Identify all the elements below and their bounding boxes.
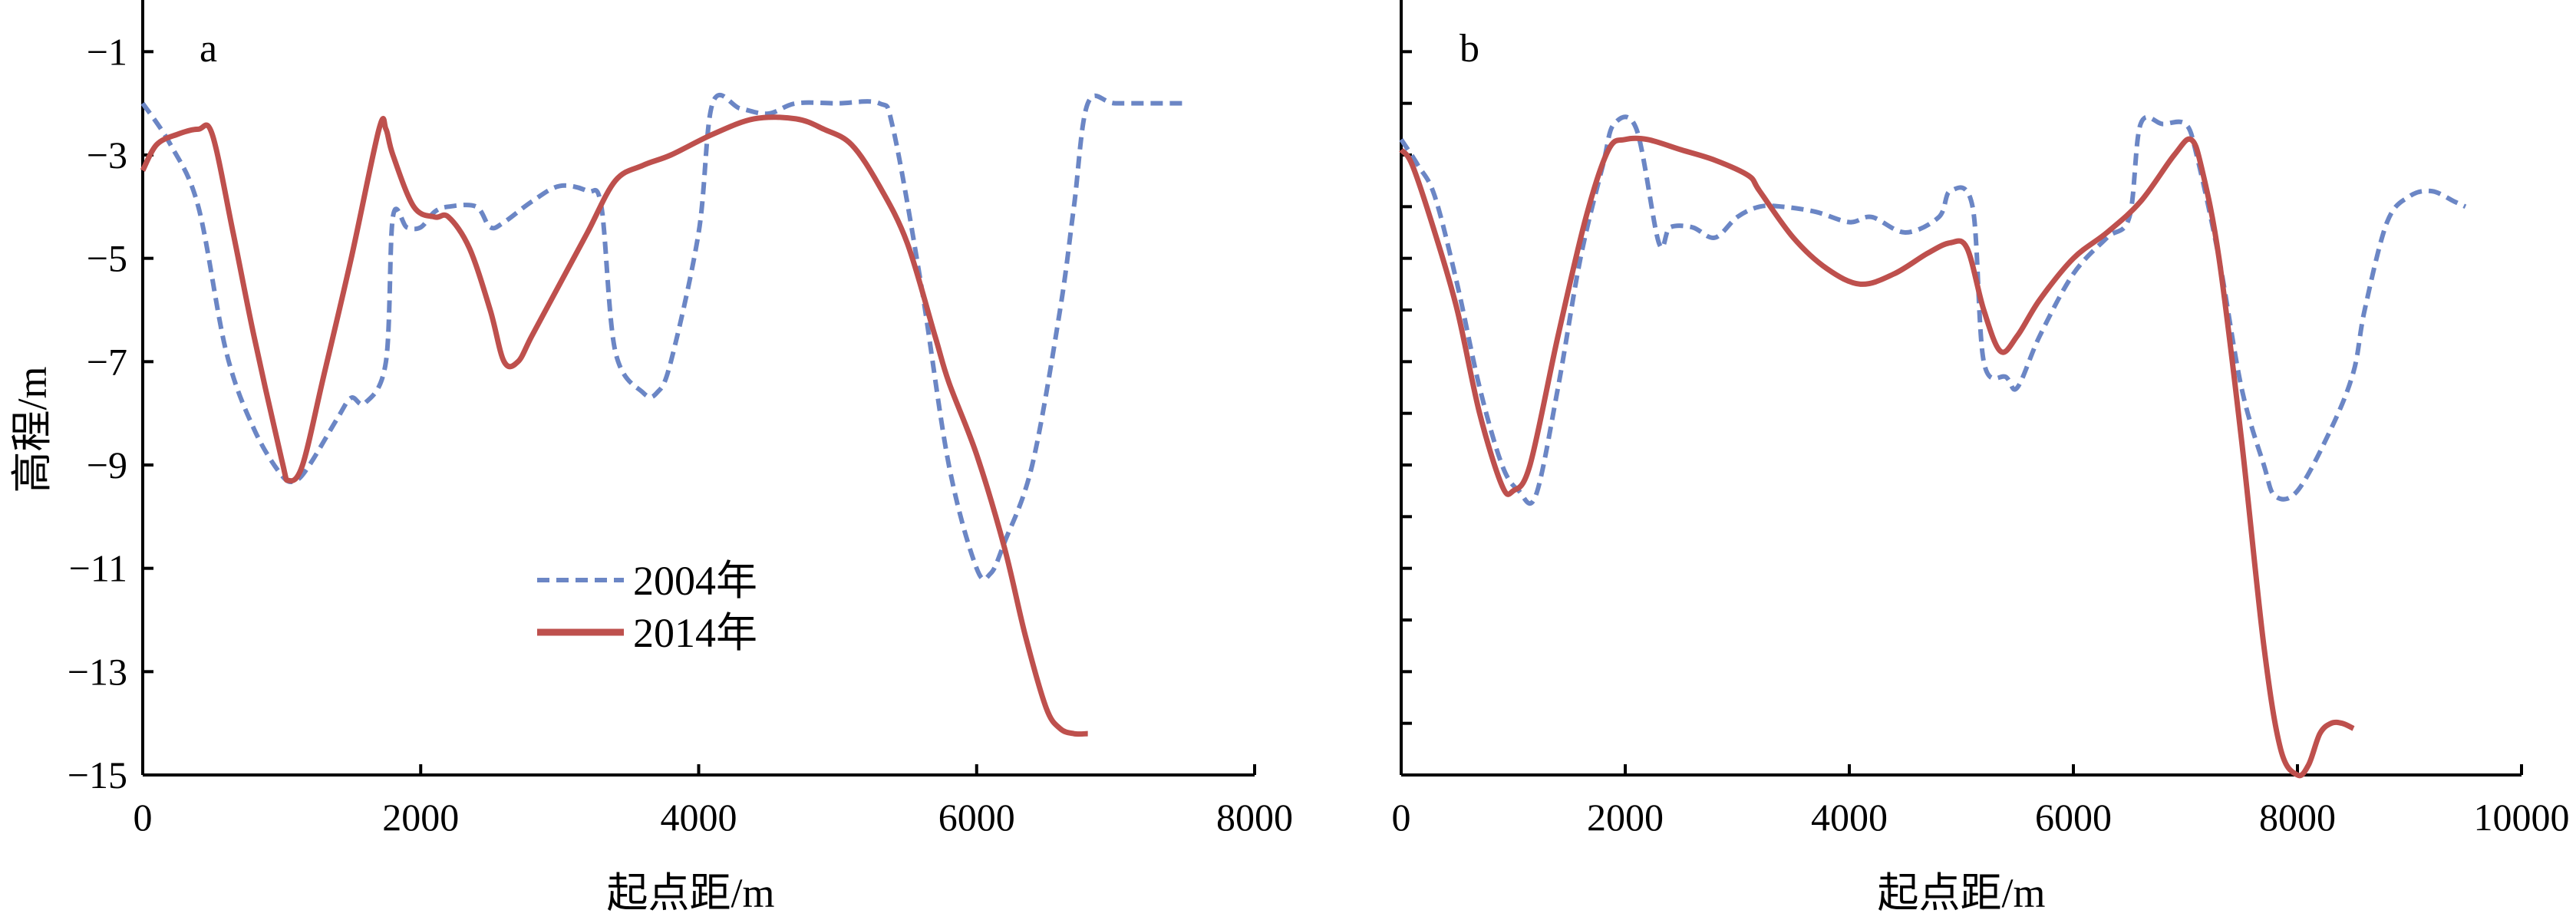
y-tick-label: −5 xyxy=(87,237,127,280)
x-tick-label: 4000 xyxy=(661,796,737,839)
x-axis-title: 起点距/m xyxy=(606,870,774,916)
x-tick-label: 0 xyxy=(134,796,153,839)
panel-b: 0 2000 4000 6000 8000 10000 b 起点距/m xyxy=(1392,0,2570,916)
x-tick-label: 6000 xyxy=(938,796,1015,839)
y-tick-label: −3 xyxy=(87,134,127,176)
panel-label: a xyxy=(200,27,217,71)
legend-label-2014: 2014年 xyxy=(633,610,757,656)
y-tick-label: −15 xyxy=(68,753,127,796)
y-tick-label: −7 xyxy=(87,340,127,383)
series-line-2004 xyxy=(140,92,1186,582)
y-tick-label: −11 xyxy=(69,547,127,590)
x-tick-label: 8000 xyxy=(2259,796,2336,839)
legend-label-2004: 2004年 xyxy=(633,558,757,604)
x-tick-label: 6000 xyxy=(2035,796,2112,839)
legend: 2004年 2014年 xyxy=(537,558,757,656)
x-tick-label: 2000 xyxy=(382,796,459,839)
x-axis-title: 起点距/m xyxy=(1877,870,2045,916)
series-line-2014 xyxy=(1399,135,2355,779)
x-tick-label: 8000 xyxy=(1216,796,1293,839)
panel-a: 0 2000 4000 6000 8000 −1 −3 −5 −7 −9 −11 −13 −15 a 起点距… xyxy=(9,0,1293,916)
x-tick-label: 4000 xyxy=(1811,796,1888,839)
x-tick-label: 2000 xyxy=(1587,796,1664,839)
series-line-2014 xyxy=(140,114,1088,737)
panel-label: b xyxy=(1460,27,1479,71)
y-tick-label: −1 xyxy=(87,30,127,73)
x-tick-label: 10000 xyxy=(2474,796,2570,839)
y-tick-label: −13 xyxy=(68,650,127,693)
series-line-2004 xyxy=(1399,114,2467,506)
y-axis-title: 高程/m xyxy=(9,366,55,493)
x-tick-label: 0 xyxy=(1392,796,1411,839)
y-tick-label: −9 xyxy=(87,444,127,486)
